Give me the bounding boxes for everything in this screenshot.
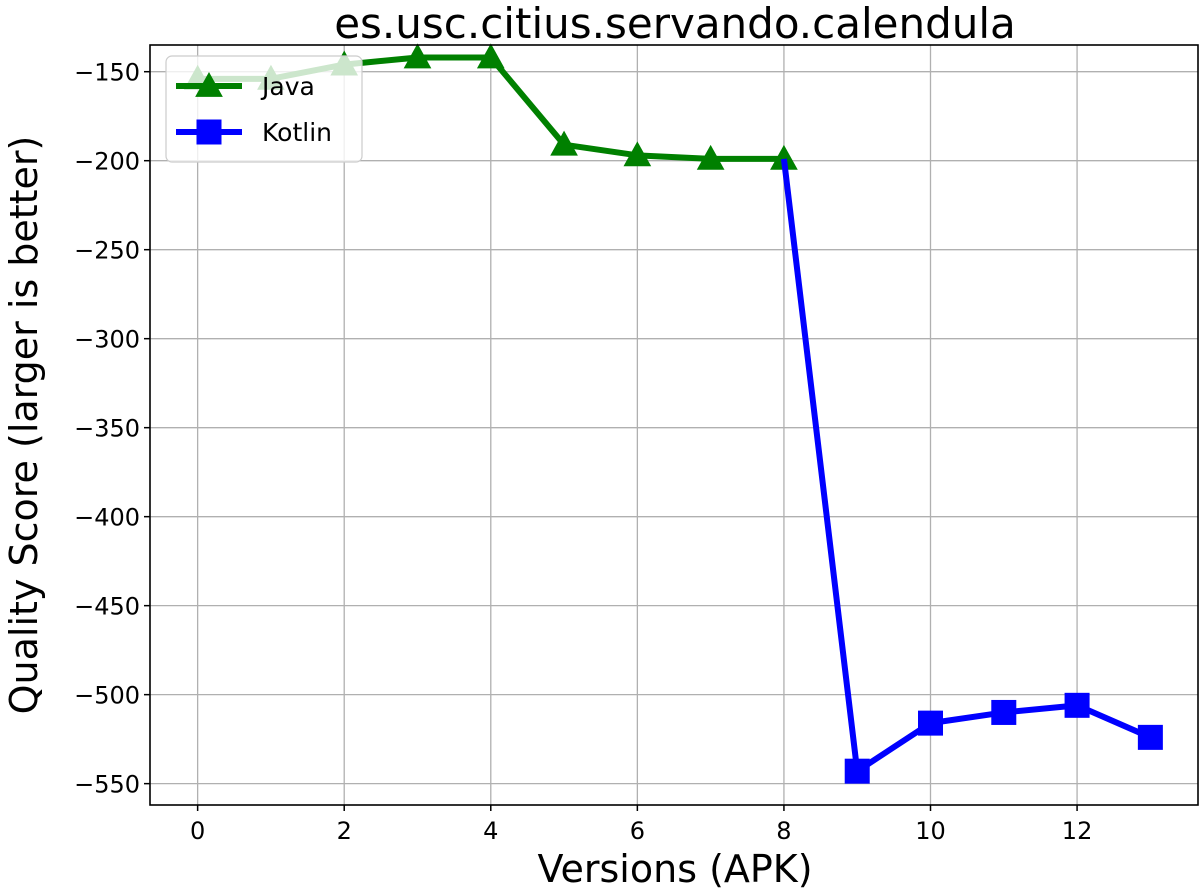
x-axis-label: Versions (APK) xyxy=(537,847,812,890)
x-tick-label: 12 xyxy=(1062,817,1093,845)
y-axis-label: Quality Score (larger is better) xyxy=(2,136,46,715)
x-axis-ticks: 0 2 4 6 8 10 12 xyxy=(190,805,1092,845)
y-tick-label: −550 xyxy=(74,771,140,799)
legend: Java Kotlin xyxy=(165,55,363,163)
x-tick-label: 10 xyxy=(915,817,946,845)
legend-marker-kotlin xyxy=(196,119,222,145)
y-tick-label: −300 xyxy=(74,326,140,354)
kotlin-point xyxy=(918,710,944,736)
legend-item-java: Java xyxy=(176,71,315,101)
legend-item-kotlin: Kotlin xyxy=(176,118,332,147)
java-point xyxy=(403,43,432,69)
java-point xyxy=(623,141,652,167)
y-tick-label: −200 xyxy=(74,148,140,176)
y-tick-label: −450 xyxy=(74,593,140,621)
legend-label-kotlin: Kotlin xyxy=(262,118,332,147)
plot-frame xyxy=(149,44,1199,806)
legend-marker-java xyxy=(195,71,223,97)
kotlin-point xyxy=(991,699,1017,725)
x-tick-label: 8 xyxy=(776,817,791,845)
kotlin-point xyxy=(1137,724,1163,750)
x-tick-label: 2 xyxy=(337,817,352,845)
x-tick-label: 6 xyxy=(630,817,645,845)
y-tick-label: −350 xyxy=(74,415,140,443)
java-point xyxy=(476,43,505,69)
java-point xyxy=(696,144,725,170)
y-axis-ticks: −150 −200 −250 −300 −350 −400 −450 −500 −550 xyxy=(74,59,150,799)
y-tick-label: −400 xyxy=(74,504,140,532)
kotlin-point xyxy=(844,758,870,784)
java-point xyxy=(550,130,578,156)
x-tick-label: 4 xyxy=(483,817,498,845)
legend-label-java: Java xyxy=(260,72,315,101)
series-kotlin xyxy=(780,158,1163,784)
x-tick-label: 0 xyxy=(190,817,205,845)
kotlin-point xyxy=(1064,692,1090,718)
y-tick-label: −500 xyxy=(74,682,140,710)
y-tick-label: −150 xyxy=(74,59,140,87)
chart-title: es.usc.citius.servando.calendula xyxy=(334,0,1016,48)
y-tick-label: −250 xyxy=(74,237,140,265)
